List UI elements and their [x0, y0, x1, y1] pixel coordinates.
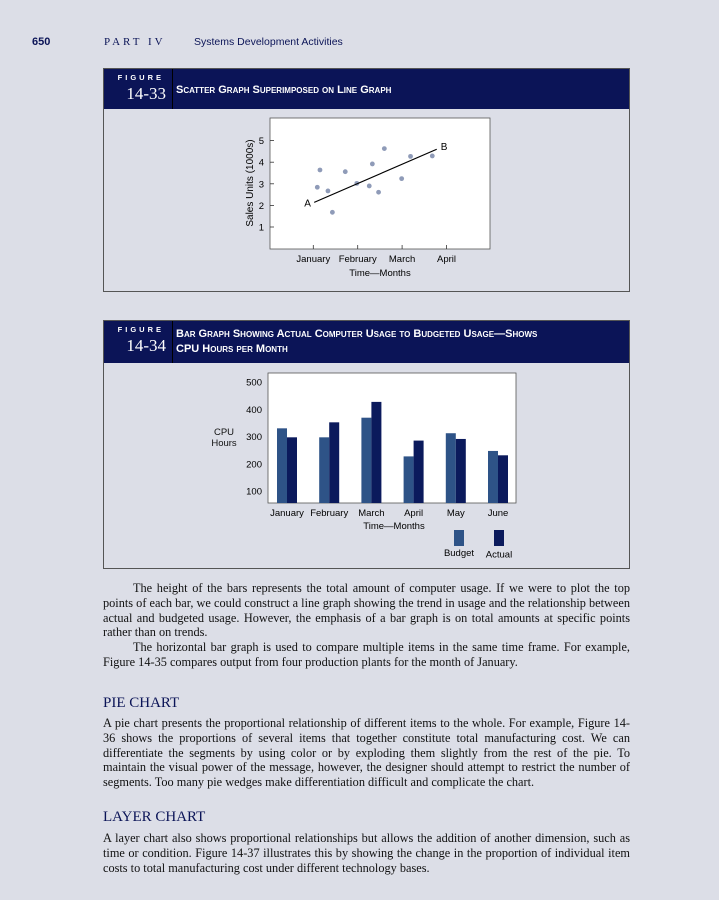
bar-y-label: CPU Hours — [211, 427, 237, 449]
y-tick-label: 300 — [246, 432, 262, 443]
scatter-point — [314, 184, 320, 190]
figure-title-line: Bar Graph Showing Actual Computer Usage … — [176, 328, 538, 340]
scatter-plot-area — [269, 117, 491, 250]
y-tick-label: 4 — [259, 158, 264, 169]
y-tick-label: 2 — [259, 201, 264, 212]
x-tick-label: February — [339, 254, 377, 265]
paragraph: A layer chart also shows proportional re… — [103, 831, 630, 875]
x-tick-label: January — [296, 254, 330, 265]
bar-budget — [277, 428, 287, 503]
scatter-point — [381, 146, 387, 151]
scatter-point — [376, 189, 381, 195]
figure-number: 14-33 — [126, 84, 166, 103]
y-tick-label: 100 — [246, 487, 262, 498]
figure-14-34: FIGURE 14-34 Bar Graph Showing Actual Co… — [103, 320, 630, 569]
x-tick-label: April — [404, 508, 423, 519]
legend-label: Actual — [486, 550, 512, 561]
scatter-chart: Sales Units (1000s) Time—Months 1 2 3 4 5 Jan… — [245, 117, 491, 279]
bar-chart: Time—Months 100 200 300 400 500 January Februa… — [246, 372, 517, 561]
trend-end-label: B — [441, 142, 448, 153]
bar-actual — [329, 422, 340, 503]
scatter-point — [317, 167, 323, 173]
y-tick-label: 3 — [259, 179, 264, 190]
scatter-point — [369, 161, 375, 167]
bar-actual — [413, 440, 424, 503]
figure-title-line: CPU Hours per Month — [176, 343, 288, 355]
scatter-point — [329, 209, 335, 215]
x-tick-label: February — [310, 508, 348, 519]
body-text-1: The height of the bars represents the to… — [103, 581, 630, 670]
scatter-point — [325, 188, 331, 194]
bar-plot-area — [267, 372, 517, 504]
scatter-point — [366, 183, 372, 189]
heading-layer-chart: LAYER CHART — [103, 809, 206, 825]
figure-word: FIGURE — [117, 73, 164, 82]
figure-header: FIGURE 14-34 Bar Graph Showing Actual Co… — [104, 321, 629, 363]
body-text-2: A pie chart presents the proportional re… — [103, 716, 630, 790]
y-tick-label: 5 — [259, 136, 264, 147]
x-tick-label: April — [437, 254, 456, 265]
x-tick-label: June — [488, 508, 509, 519]
x-tick-label: March — [358, 508, 384, 519]
figure-label: FIGURE 14-34 — [104, 321, 173, 363]
bar-x-label: Time—Months — [363, 521, 425, 532]
heading-pie-chart: PIE CHART — [103, 695, 180, 711]
y-tick-label: 1 — [259, 223, 264, 234]
scatter-point — [399, 176, 405, 182]
section-title: Systems Development Activities — [194, 36, 343, 48]
x-tick-label: January — [270, 508, 304, 519]
scatter-x-label: Time—Months — [349, 268, 411, 279]
legend-swatch — [494, 530, 504, 546]
figure-title: Scatter Graph Superimposed on Line Graph — [176, 84, 392, 96]
page-number: 650 — [32, 36, 51, 48]
scatter-point — [429, 153, 435, 159]
figure-label: FIGURE 14-33 — [104, 69, 173, 109]
legend-swatch — [454, 530, 464, 546]
bar-actual — [498, 455, 508, 503]
bar-actual — [371, 401, 382, 503]
y-tick-label: 200 — [246, 459, 262, 470]
bar-budget — [488, 450, 498, 503]
x-tick-label: March — [389, 254, 415, 265]
paragraph: The height of the bars represents the to… — [103, 581, 630, 640]
figure-header: FIGURE 14-33 Scatter Graph Superimposed … — [104, 69, 629, 109]
scatter-y-label: Sales Units (1000s) — [245, 139, 256, 226]
bar-actual — [287, 437, 297, 503]
figure-title: Bar Graph Showing Actual Computer Usage … — [176, 327, 537, 357]
paragraph: A pie chart presents the proportional re… — [103, 716, 630, 790]
y-tick-label: 400 — [246, 405, 262, 416]
trend-line — [313, 148, 437, 203]
scatter-point — [408, 153, 413, 159]
bar-budget — [403, 456, 414, 503]
figure-word: FIGURE — [117, 325, 164, 334]
bar-actual — [455, 438, 466, 503]
scatter-point — [342, 169, 348, 175]
bar-budget — [319, 437, 330, 503]
figure-14-33: FIGURE 14-33 Scatter Graph Superimposed … — [103, 68, 630, 292]
x-tick-label: May — [447, 508, 465, 519]
trend-start-label: A — [304, 198, 311, 209]
y-tick-label: 500 — [246, 378, 262, 389]
bar-budget — [445, 433, 456, 503]
paragraph: The horizontal bar graph is used to comp… — [103, 640, 630, 669]
figure-number: 14-34 — [126, 336, 166, 355]
part-label: PART IV — [104, 36, 166, 48]
body-text-3: A layer chart also shows proportional re… — [103, 831, 630, 875]
legend-label: Budget — [444, 548, 474, 559]
bar-budget — [361, 417, 372, 503]
